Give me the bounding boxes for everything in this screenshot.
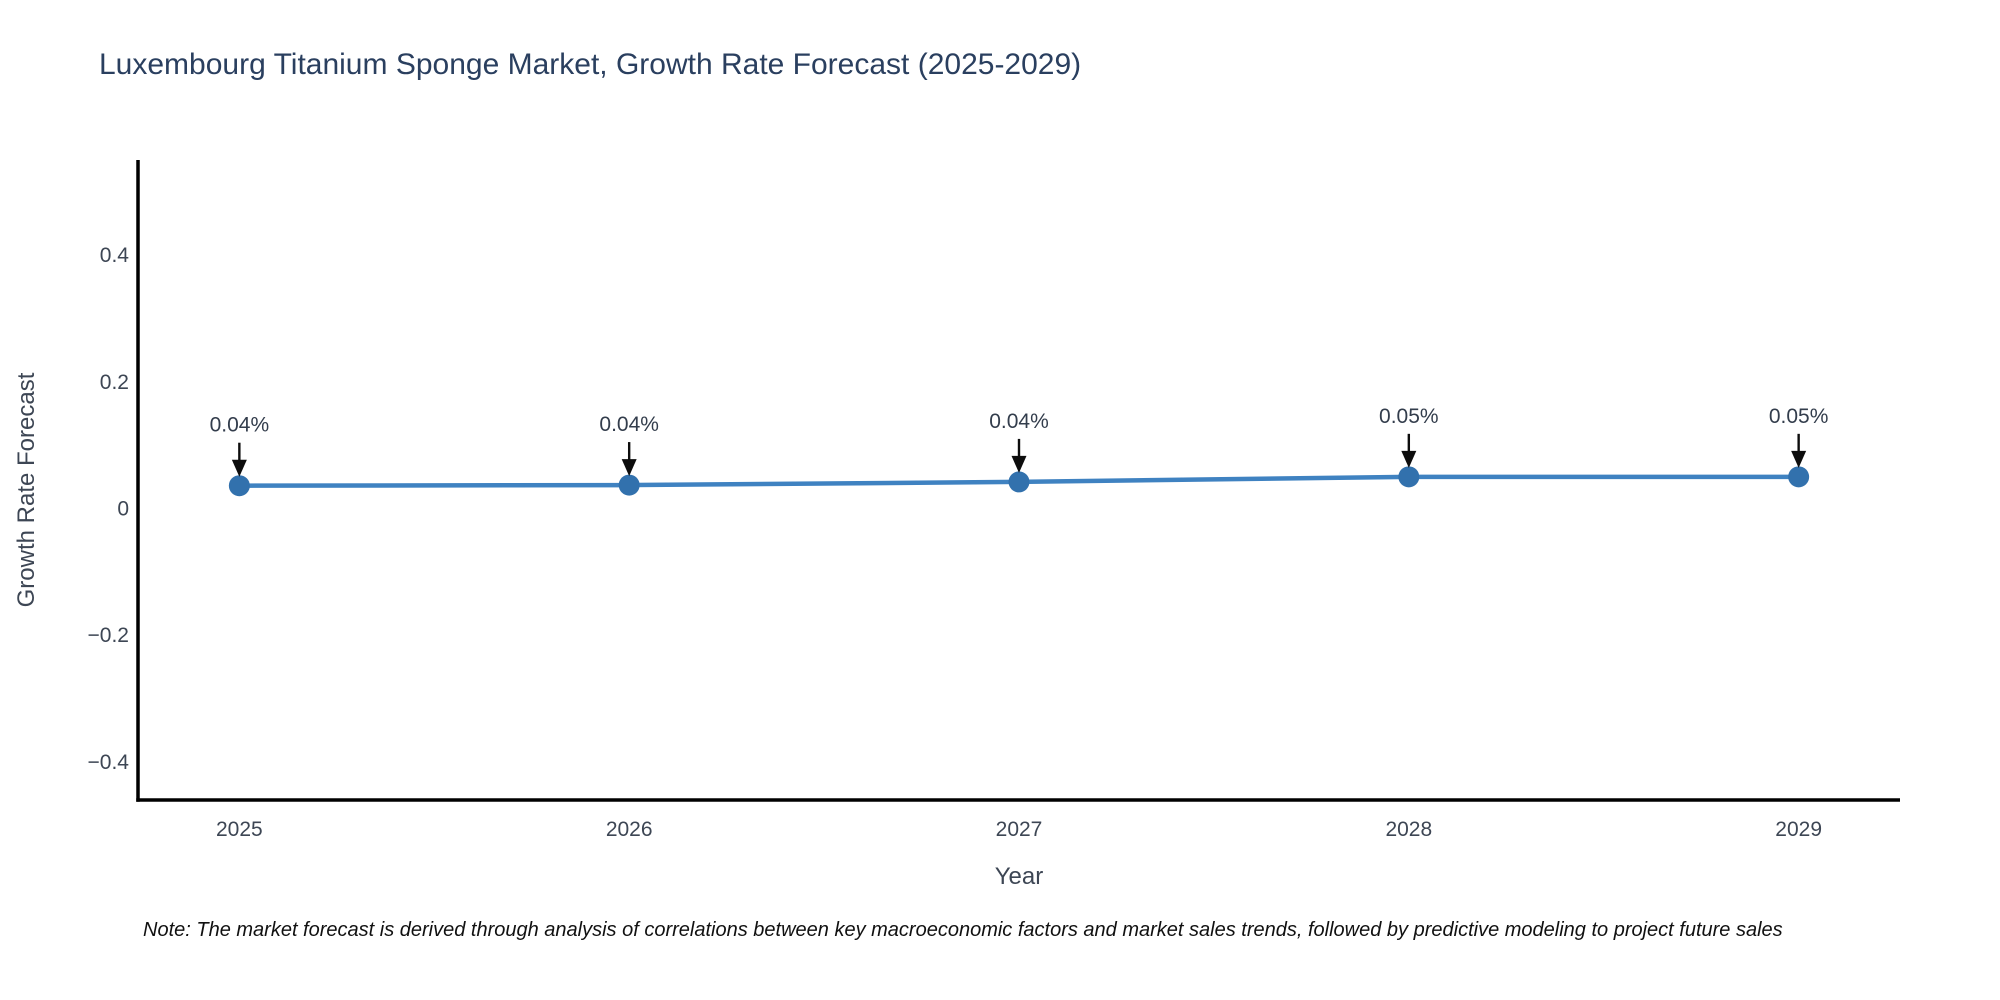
data-point [618, 474, 640, 496]
x-tick-label: 2025 [216, 818, 263, 841]
y-tick-label: 0.2 [100, 371, 129, 394]
annotation-arrow-head [1791, 450, 1807, 468]
x-tick-label: 2029 [1775, 818, 1822, 841]
footnote-text: Note: The market forecast is derived thr… [143, 919, 1783, 941]
x-tick-label: 2028 [1385, 818, 1432, 841]
point-value-label: 0.05% [1379, 405, 1439, 428]
annotation-arrow-head [231, 459, 247, 477]
y-axis-title: Growth Rate Forecast [13, 372, 40, 607]
y-tick-label: −0.2 [88, 624, 129, 647]
annotation-layer: 0.04% 0.04% 0.04% 0.05% 0.05% [210, 405, 1829, 477]
y-tick-label: −0.4 [88, 751, 130, 774]
point-value-label: 0.04% [210, 414, 270, 437]
point-value-label: 0.04% [599, 413, 659, 436]
axis-layer: 0.4 0.2 0 −0.2 −0.4 2025 2026 2027 2028 2029 [88, 160, 1900, 841]
y-tick-label: 0.4 [100, 244, 130, 267]
chart-title: Luxembourg Titanium Sponge Market, Growt… [99, 48, 1082, 81]
data-point [228, 475, 250, 497]
y-tick-label: 0 [117, 498, 129, 521]
data-point [1008, 471, 1030, 493]
annotation-arrow-head [621, 459, 637, 477]
x-tick-label: 2026 [606, 818, 653, 841]
annotation-arrow-head [1011, 455, 1027, 473]
point-value-label: 0.05% [1769, 405, 1829, 428]
data-point [1398, 466, 1420, 488]
series-layer [228, 466, 1810, 497]
data-point [1788, 466, 1810, 488]
point-value-label: 0.04% [989, 410, 1049, 433]
x-tick-label: 2027 [996, 818, 1043, 841]
x-axis-title: Year [995, 863, 1044, 890]
annotation-arrow-head [1401, 450, 1417, 468]
